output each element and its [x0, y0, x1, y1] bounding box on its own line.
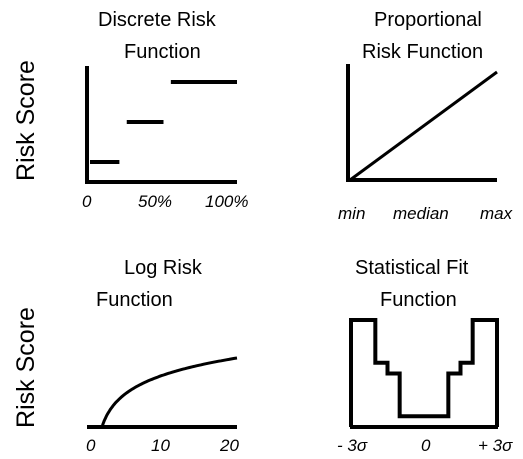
- proportional-title-line1: Proportional: [374, 9, 482, 31]
- proportional-title-line2: Risk Function: [362, 41, 484, 63]
- log-tick-20: 20: [220, 436, 239, 455]
- statistical-tick-plus3: + 3σ: [478, 436, 513, 455]
- proportional-tick-max: max: [480, 204, 513, 223]
- discrete-title-line2: Function: [124, 41, 201, 63]
- discrete-tick-0: 0: [82, 192, 92, 211]
- statistical-marks: [349, 318, 499, 427]
- statistical-step-curve: [349, 318, 499, 427]
- proportional-tick-min: min: [338, 204, 366, 223]
- proportional-line: [349, 70, 498, 182]
- log-marks: [100, 356, 238, 428]
- discrete-marks: [90, 80, 237, 165]
- log-tick-10: 10: [151, 436, 170, 455]
- proportional-axes: [346, 64, 497, 182]
- discrete-title-line1: Discrete Risk: [98, 9, 216, 31]
- log-title-line1: Log Risk: [124, 257, 202, 279]
- discrete-tick-50: 50%: [138, 192, 173, 211]
- statistical-title-line2: Function: [380, 289, 457, 311]
- proportional-marks: [349, 70, 498, 182]
- discrete-axes: [85, 66, 237, 184]
- log-title-line2: Function: [96, 289, 173, 311]
- log-tick-0: 0: [86, 436, 96, 455]
- statistical-tick-0: 0: [421, 436, 431, 455]
- discrete-tick-100: 100%: [205, 192, 249, 211]
- statistical-title-line1: Statistical Fit: [355, 257, 469, 279]
- log-curve: [100, 356, 238, 428]
- statistical-tick-minus3: - 3σ: [337, 436, 368, 455]
- proportional-tick-median: median: [393, 204, 449, 223]
